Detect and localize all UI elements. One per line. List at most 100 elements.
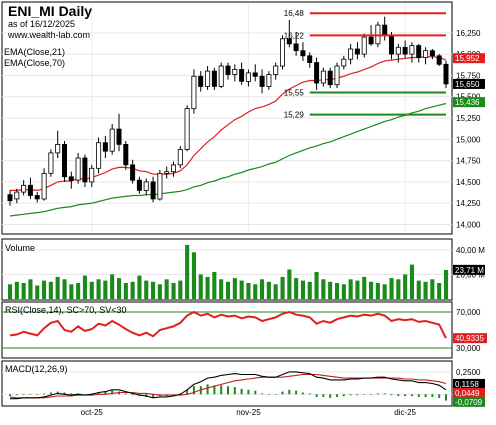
volume-bar [239, 280, 244, 299]
rsi-value-tag-label: 40,9335 [455, 334, 484, 343]
macd-histogram-bar [247, 389, 250, 395]
candle-body [286, 38, 292, 45]
candle-body [198, 75, 204, 87]
candle-body [177, 149, 183, 166]
candle-body [361, 36, 367, 55]
candle-body [436, 55, 442, 65]
candle-body [41, 172, 47, 200]
value-tag [453, 396, 485, 407]
candle-body [102, 142, 108, 152]
volume-bar [185, 244, 190, 299]
volume-bar [416, 280, 421, 299]
legend-ema70: EMA(Close,70) [4, 58, 65, 68]
price-tick-label: 14,250 [456, 199, 481, 208]
macd-histogram-bar [370, 394, 373, 395]
candle-body [14, 191, 20, 200]
volume-bar [8, 284, 13, 300]
volume-bar [110, 274, 115, 299]
site-name: www.wealth-lab.com [7, 30, 90, 40]
macd-histogram-bar [383, 393, 386, 395]
candle-body [205, 70, 211, 87]
value-tag [453, 387, 485, 398]
macd-histogram-bar [322, 394, 325, 397]
macd-histogram-bar [431, 394, 434, 397]
volume-bar [28, 279, 33, 299]
candle-body [252, 72, 258, 77]
candle-body [293, 43, 299, 52]
candle-body [443, 63, 449, 85]
price-tick-label: 14,750 [456, 157, 481, 166]
candle-body [225, 65, 231, 75]
volume-bar [430, 279, 435, 299]
candle-body [136, 179, 142, 191]
volume-bar [14, 281, 19, 299]
macd-histogram-bar [206, 384, 209, 395]
candle-body [423, 50, 429, 58]
macd-histogram-bar [192, 386, 195, 395]
macd-histogram-bar [329, 394, 332, 398]
level-label: 15,29 [284, 111, 305, 120]
volume-bar [89, 281, 94, 299]
volume-bar [157, 284, 162, 300]
candle-body [82, 157, 88, 183]
volume-bar [226, 281, 231, 299]
candle-body [143, 181, 149, 191]
legend-ema21: EMA(Close,21) [4, 47, 65, 57]
macd-histogram-bar [376, 393, 379, 395]
macd-histogram-bar [404, 394, 407, 397]
volume-bar [389, 278, 394, 299]
candle-body [68, 176, 74, 181]
macd-histogram-bar [227, 386, 229, 395]
price-tick-label: 15,000 [456, 135, 481, 144]
price-tick-label: 16,250 [456, 29, 481, 38]
volume-bar [280, 276, 285, 299]
candle-body [109, 128, 115, 152]
rsi-line [9, 310, 447, 339]
macd-histogram-bar [295, 390, 298, 395]
macd-histogram-bar [186, 389, 189, 395]
macd-histogram-bar [342, 394, 345, 397]
level-label: 16,48 [284, 9, 305, 18]
volume-bar [117, 278, 122, 299]
candle-body [116, 128, 122, 145]
candle-body [388, 35, 394, 55]
macd-histogram-bar [363, 394, 366, 395]
macd-histogram-bar [349, 394, 352, 396]
macd-histogram-bar [410, 394, 413, 397]
candle-body [273, 65, 279, 75]
candle-body [300, 50, 306, 57]
macd-histogram-bar [63, 392, 66, 395]
candle-body [89, 167, 95, 183]
volume-bar [212, 272, 217, 299]
macd-histogram-bar [308, 393, 311, 395]
macd-histogram-bar [445, 394, 447, 401]
rsi-tick-label: 70,000 [456, 308, 481, 317]
volume-bar [205, 276, 210, 299]
candle-body [75, 157, 81, 181]
volume-bar [260, 279, 265, 299]
candle-body [279, 38, 285, 67]
candle-body [334, 65, 340, 86]
candle-body [55, 143, 61, 154]
value-tag [453, 78, 485, 89]
macd-histogram-bar [152, 394, 155, 398]
macd-histogram-bar [9, 394, 11, 397]
volume-bar [171, 283, 176, 299]
candle-body [184, 108, 190, 150]
volume-bar [35, 285, 40, 299]
macd-histogram-bar [417, 394, 420, 397]
candle-body [21, 184, 27, 193]
volume-bar [253, 284, 258, 300]
volume-bar [294, 278, 299, 299]
volume-bar [123, 283, 128, 299]
x-tick-label: dic-25 [394, 408, 416, 417]
macd-histogram-bar [254, 390, 257, 395]
candle-body [130, 164, 136, 181]
candle-body [232, 69, 238, 75]
volume-bar [266, 281, 271, 299]
volume-bar [403, 274, 408, 299]
volume-title: Volume [5, 243, 35, 253]
volume-bar [287, 269, 292, 299]
macd-histogram-bar [336, 394, 338, 397]
